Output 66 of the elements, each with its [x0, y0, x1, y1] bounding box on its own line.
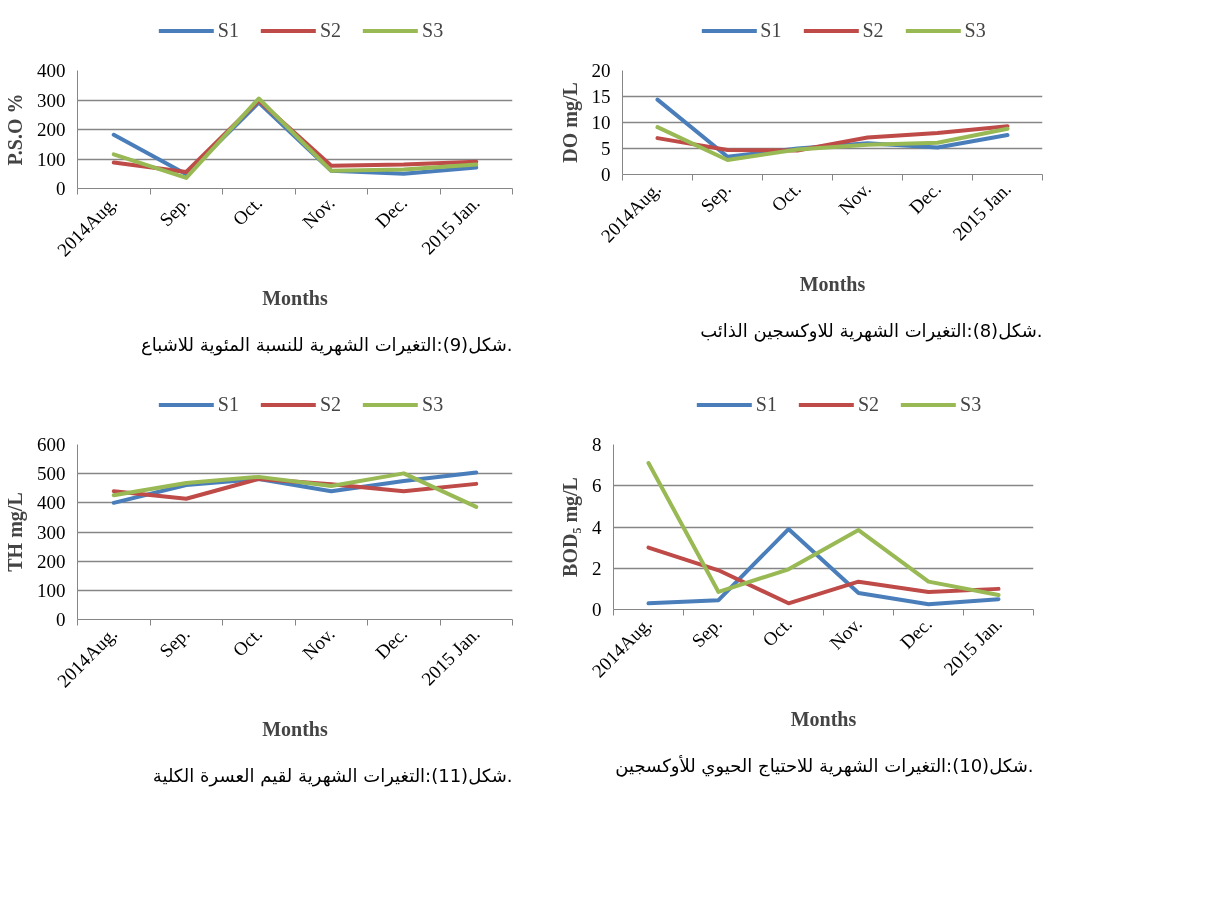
- x-axis-title: Months: [262, 286, 328, 309]
- y-tick-label: 20: [591, 60, 611, 81]
- y-tick-label: 600: [37, 434, 66, 455]
- y-tick-label: 100: [37, 579, 66, 601]
- x-tick-label: Sep.: [687, 613, 726, 652]
- x-tick-label: Oct.: [228, 192, 267, 230]
- y-tick-label: 0: [601, 164, 611, 185]
- y-tick-label: 2: [592, 557, 602, 579]
- y-tick-label: 10: [591, 112, 611, 133]
- line-series: [646, 461, 1001, 598]
- y-axis-title: BOD₅ mg/L: [559, 477, 582, 577]
- line-series: [646, 527, 1001, 607]
- text: شكل(8):التغيرات الشهرية للاوكسجين الذائب.: [700, 319, 1043, 342]
- y-axis-title: DO mg/L: [558, 82, 582, 163]
- x-tick-label: Oct.: [758, 613, 796, 651]
- legend-label: S2: [857, 392, 880, 416]
- y-tick-label: 200: [37, 119, 66, 140]
- y-tick-label: 200: [37, 550, 66, 572]
- legend-label: S3: [964, 18, 986, 42]
- legend-label: S3: [422, 392, 444, 416]
- x-tick-label: Dec.: [905, 178, 945, 218]
- y-tick-label: 300: [37, 521, 66, 543]
- y-tick-label: 400: [37, 60, 66, 81]
- legend-label: S1: [217, 18, 239, 42]
- legend-label: S2: [319, 392, 342, 416]
- y-tick-label: 300: [37, 89, 66, 111]
- x-tick-label: Sep.: [155, 623, 194, 662]
- y-axis-title: P.S.O %: [4, 93, 26, 166]
- x-tick-label: Nov.: [298, 623, 339, 664]
- x-tick-label: Nov.: [825, 613, 866, 654]
- y-tick-label: 500: [37, 463, 66, 485]
- y-axis-title: TH mg/L: [4, 492, 27, 572]
- x-tick-label: Dec.: [371, 192, 412, 232]
- x-tick-label: Nov.: [298, 192, 339, 233]
- legend-label: S1: [755, 392, 777, 416]
- legend-label: S1: [217, 392, 239, 416]
- legend-label: S3: [422, 18, 444, 42]
- x-tick-label: Sep.: [696, 178, 735, 217]
- y-tick-label: 8: [592, 434, 602, 455]
- y-tick-label: 100: [37, 148, 66, 170]
- x-tick-label: Sep.: [155, 192, 194, 231]
- x-axis-title: Months: [262, 717, 328, 740]
- y-tick-label: 0: [56, 178, 66, 199]
- y-tick-label: 6: [592, 475, 602, 497]
- x-tick-label: Nov.: [834, 178, 875, 219]
- y-tick-label: 15: [591, 86, 611, 107]
- y-tick-label: 5: [601, 138, 611, 159]
- x-tick-label: Dec.: [371, 623, 412, 663]
- x-tick-label: Oct.: [228, 623, 267, 661]
- x-tick-label: Oct.: [767, 178, 805, 216]
- y-tick-label: 0: [56, 609, 66, 630]
- legend-label: S2: [862, 18, 884, 42]
- x-axis-title: Months: [790, 707, 857, 730]
- x-tick-label: Dec.: [896, 613, 936, 653]
- y-tick-label: 4: [592, 516, 602, 538]
- y-tick-label: 400: [37, 492, 66, 514]
- line-series: [646, 545, 1001, 606]
- line-series: [655, 125, 1010, 162]
- text: شكل(9):التغيرات الشهرية للنسبة المئوية للاشباع.: [141, 333, 513, 356]
- text: شكل(11):التغيرات الشهرية لقيم العسرة الكلية.: [152, 764, 513, 787]
- legend-label: S3: [960, 392, 982, 416]
- legend-label: S1: [760, 18, 782, 42]
- x-axis-title: Months: [799, 272, 866, 295]
- text: شكل(10):التغيرات الشهرية للاحتياج الحيوي للأوكسجين.: [615, 754, 1034, 777]
- legend-label: S2: [319, 18, 342, 42]
- y-tick-label: 0: [592, 599, 602, 620]
